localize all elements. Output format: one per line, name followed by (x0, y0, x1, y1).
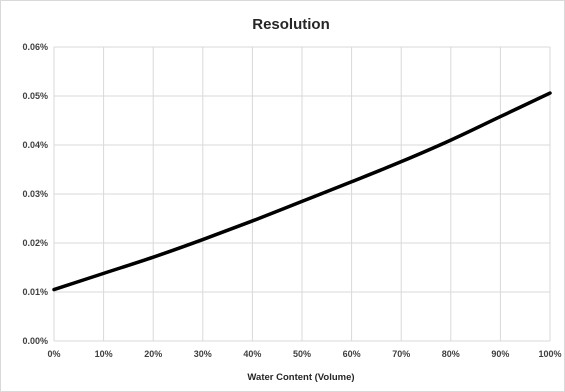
x-tick-label: 30% (194, 349, 212, 359)
x-tick-label: 0% (47, 349, 60, 359)
chart-title: Resolution (252, 16, 330, 33)
x-tick-label: 50% (293, 349, 311, 359)
y-tick-label: 0.04% (22, 140, 48, 150)
y-tick-label: 0.02% (22, 238, 48, 248)
y-axis-tick-labels: 0.00% 0.01% 0.02% 0.03% 0.04% 0.05% 0.06% (22, 42, 48, 346)
x-tick-label: 40% (243, 349, 261, 359)
grid (53, 46, 551, 342)
y-tick-label: 0.05% (22, 91, 48, 101)
y-tick-label: 0.03% (22, 189, 48, 199)
y-tick-label: 0.01% (22, 287, 48, 297)
x-axis-tick-labels: 0% 10% 20% 30% 40% 50% 60% 70% 80% 90% 100% (47, 349, 561, 359)
x-tick-label: 80% (442, 349, 460, 359)
x-tick-label: 70% (392, 349, 410, 359)
x-tick-label: 20% (144, 349, 162, 359)
y-tick-label: 0.00% (22, 336, 48, 346)
y-tick-label: 0.06% (22, 42, 48, 52)
x-tick-label: 100% (538, 349, 561, 359)
series-layer (52, 91, 552, 292)
x-tick-label: 90% (491, 349, 509, 359)
x-axis-title: Water Content (Volume) (247, 372, 354, 383)
x-tick-label: 10% (95, 349, 113, 359)
x-tick-label: 60% (343, 349, 361, 359)
series-line (52, 91, 552, 292)
